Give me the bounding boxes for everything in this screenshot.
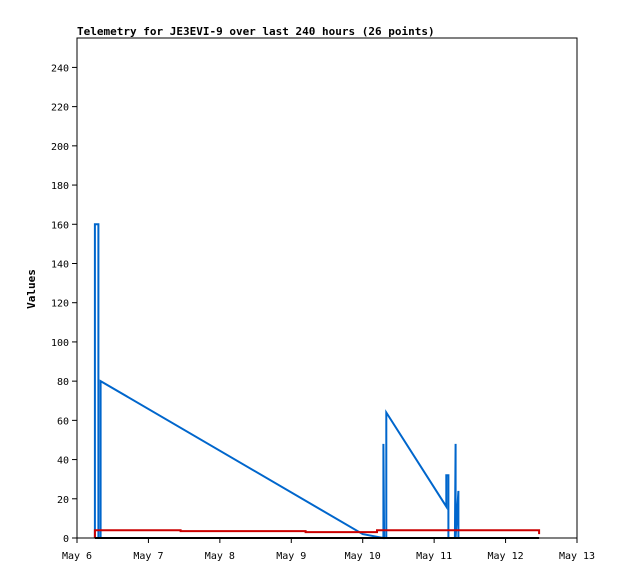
y-tick-label: 100 xyxy=(51,338,69,349)
x-tick-label: May 11 xyxy=(416,551,452,562)
y-tick-label: 20 xyxy=(57,495,69,506)
y-tick-label: 180 xyxy=(51,181,69,192)
y-tick-label: 220 xyxy=(51,103,69,114)
x-tick-label: May 10 xyxy=(345,551,381,562)
y-tick-label: 80 xyxy=(57,377,69,388)
y-tick-label: 60 xyxy=(57,416,69,427)
y-axis-label: Values xyxy=(25,269,38,309)
y-tick-label: 40 xyxy=(57,456,69,467)
y-tick-label: 140 xyxy=(51,259,69,270)
x-tick-label: May 9 xyxy=(276,551,306,562)
x-tick-label: May 6 xyxy=(62,551,92,562)
series-layer xyxy=(93,223,541,540)
series-line-1 xyxy=(93,223,460,540)
x-tick-label: May 13 xyxy=(559,551,595,562)
x-tick-label: May 7 xyxy=(133,551,163,562)
y-tick-label: 120 xyxy=(51,299,69,310)
axes-layer: 0 20 40 60 80 100 120 140 160 180 200 220 240 May 6 Ma… xyxy=(51,37,595,562)
y-tick-label: 240 xyxy=(51,63,69,74)
y-tick-label: 160 xyxy=(51,220,69,231)
chart-title: Telemetry for JE3EVI-9 over last 240 hou… xyxy=(77,25,435,38)
y-tick-label: 0 xyxy=(63,534,69,545)
y-tick-label: 200 xyxy=(51,142,69,153)
plot-frame xyxy=(76,37,578,539)
series-line-2 xyxy=(93,529,541,538)
x-tick-label: May 8 xyxy=(205,551,235,562)
x-tick-label: May 12 xyxy=(488,551,524,562)
